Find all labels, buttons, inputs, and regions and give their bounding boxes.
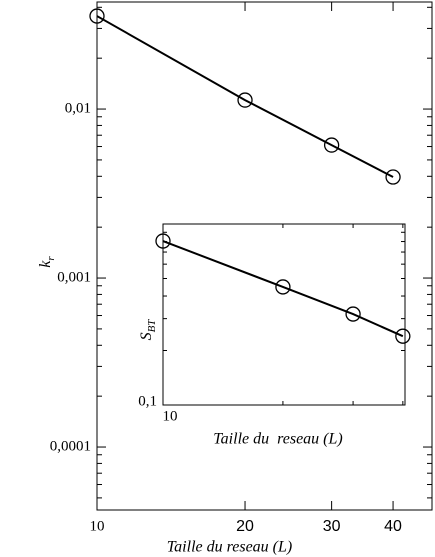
y-axis-label: kr [37,256,57,268]
y-axis-label: SBT [138,319,158,341]
y-tick-label: 0,01 [65,100,91,116]
marker [237,92,253,108]
x-tick-label: 40 [384,518,402,535]
x-tick-label: 30 [323,518,341,535]
marker [395,328,411,344]
y-tick-label: 0,1 [138,393,157,409]
marker [323,137,340,153]
y-tick-label: 0,0001 [50,438,91,454]
series-line [96,15,394,178]
marker [155,233,171,249]
x-tick-label: 10 [90,518,105,534]
plot-frame [162,223,406,406]
x-tick-label: 10 [163,408,178,424]
marker [275,279,291,295]
x-axis-label: Taille du reseau (L) [213,431,342,448]
y-axis-label-main: k [37,260,54,268]
plot-frame [96,1,433,511]
y-tick-label: 0,001 [57,269,91,285]
series-line [162,240,404,338]
x-axis-label: Taille du reseau (L) [167,539,292,556]
x-tick-label: 20 [236,518,254,535]
y-axis-label-sub: r [45,256,57,261]
marker [89,8,105,24]
marker [345,306,361,322]
y-axis-label-main: S [138,332,155,340]
y-axis-label-sub: BT [146,319,158,333]
marker [385,169,401,185]
